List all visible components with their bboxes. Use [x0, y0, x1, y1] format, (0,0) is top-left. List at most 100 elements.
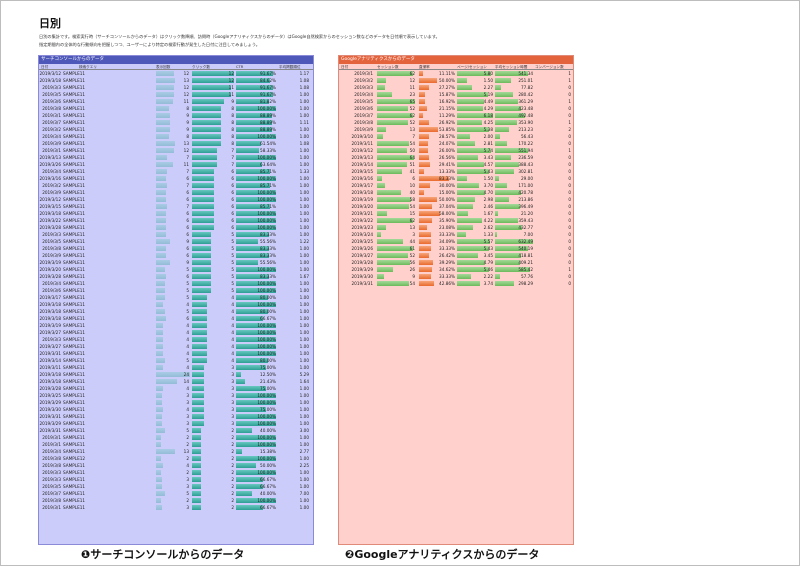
cell-query: SAMPLE11	[63, 302, 86, 307]
analytics-title: Googleアナリティクスからのデータ	[339, 56, 573, 64]
analytics-rows: 2019/3/1 62 11.11% 5.80 541.34 1 2019/3/2 12 50.…	[339, 70, 573, 287]
cell-sessions: 15	[409, 211, 415, 216]
pages-bar	[457, 274, 472, 279]
impressions-bar	[156, 281, 165, 286]
table-row: 2019/3/7 SAMPLE11 5 2 40.00% 7.00	[39, 490, 313, 497]
cell-conversions: 0	[568, 281, 571, 286]
cell-clicks: 2	[231, 456, 234, 461]
bounce-bar	[419, 232, 431, 237]
cell-clicks: 4	[231, 302, 234, 307]
cell-bounce: 53.85%	[439, 127, 455, 132]
cell-duration: 388.43	[518, 162, 533, 167]
cell-avg-position: 1.08	[299, 85, 309, 90]
cell-duration: 361.29	[518, 99, 533, 104]
table-row: 2019/3/5 SAMPLE11 9 5 55.56% 1.22	[39, 238, 313, 245]
bounce-bar	[419, 218, 432, 223]
cell-date: 2019/3/18	[39, 302, 61, 307]
duration-bar	[495, 225, 522, 230]
pages-bar	[457, 260, 486, 265]
table-row: 2019/3/11 SAMPLE11 4 3 75.00% 1.00	[39, 364, 313, 371]
table-row: 2019/3/17 10 30.00% 3.70 171.00 0	[339, 182, 573, 189]
table-row: 2019/3/21 15 58.00% 1.67 21.20 0	[339, 210, 573, 217]
cell-date: 2019/3/15	[39, 204, 61, 209]
cell-query: SAMPLE11	[63, 267, 86, 272]
cell-impressions: 6	[186, 225, 189, 230]
bounce-bar	[419, 204, 433, 209]
table-row: 2019/3/1 SAMPLE11 2 2 100.00% 1.00	[39, 434, 313, 441]
bounce-bar	[419, 225, 428, 230]
cell-impressions: 5	[186, 288, 189, 293]
cell-pages: 2.62	[483, 225, 493, 230]
bounce-bar	[419, 120, 429, 125]
cell-ga-date: 2019/3/17	[351, 183, 373, 188]
cell-clicks: 2	[231, 435, 234, 440]
table-row: 2019/3/20 54 37.04% 2.46 396.49 0	[339, 203, 573, 210]
cell-avg-position: 1.00	[299, 99, 309, 104]
sessions-bar	[377, 246, 413, 251]
cell-sessions: 13	[409, 127, 415, 132]
cell-clicks: 6	[231, 169, 234, 174]
cell-clicks: 5	[231, 281, 234, 286]
cell-date: 2019/3/6	[42, 288, 61, 293]
cell-ctr: 100.00%	[257, 421, 276, 426]
impressions-bar	[156, 260, 170, 265]
clicks-bar	[192, 505, 201, 510]
table-row: 2019/3/16 SAMPLE11 6 6 100.00% 1.00	[39, 175, 313, 182]
duration-bar	[495, 260, 521, 265]
ctr-bar	[236, 225, 276, 230]
cell-bounce: 58.00%	[439, 211, 455, 216]
sessions-bar	[377, 148, 407, 153]
cell-pages: 2.46	[483, 204, 493, 209]
cell-date: 2019/3/9	[42, 141, 61, 146]
cell-bounce: 33.33%	[439, 274, 455, 279]
duration-bar	[495, 183, 507, 188]
ctr-bar	[236, 176, 276, 181]
cell-ctr: 100.00%	[257, 134, 276, 139]
cell-impressions: 9	[186, 127, 189, 132]
cell-duration: 632.49	[518, 239, 533, 244]
cell-sessions: 7	[412, 134, 415, 139]
table-row: 2019/3/1 SAMPLE11 9 8 88.89% 1.00	[39, 112, 313, 119]
ctr-bar	[236, 484, 263, 489]
table-row: 2019/3/31 54 42.86% 3.74 298.29 0	[339, 280, 573, 287]
cell-avg-position: 1.67	[299, 274, 309, 279]
ctr-bar	[236, 435, 276, 440]
cell-bounce: 37.04%	[439, 204, 455, 209]
impressions-bar	[156, 162, 173, 167]
bounce-bar	[419, 246, 431, 251]
cell-query: SAMPLE12	[63, 456, 86, 461]
cell-avg-position: 1.00	[299, 309, 309, 314]
cell-clicks: 12	[228, 78, 234, 83]
cell-impressions: 9	[186, 239, 189, 244]
ctr-bar	[236, 386, 266, 391]
cell-query: SAMPLE11	[63, 225, 86, 230]
cell-sessions: 64	[409, 155, 415, 160]
cell-ctr: 91.67%	[260, 71, 276, 76]
table-row: 2019/3/14 51 29.41% 4.57 388.43 0	[339, 161, 573, 168]
cell-bounce: 11.29%	[439, 113, 455, 118]
ctr-bar	[236, 505, 263, 510]
cell-bounce: 50.00%	[439, 78, 455, 83]
cell-avg-position: 7.00	[299, 491, 309, 496]
cell-date: 2019/3/5	[42, 239, 61, 244]
table-row: 2019/3/29 26 34.62% 5.46 585.42 1	[339, 266, 573, 273]
clicks-bar	[192, 393, 204, 398]
pages-bar	[457, 141, 475, 146]
cell-ga-date: 2019/3/31	[351, 281, 373, 286]
duration-bar	[495, 120, 518, 125]
impressions-bar	[156, 127, 170, 132]
table-row: 2019/3/3 SAMPLE11 12 11 91.67% 1.08	[39, 84, 313, 91]
impressions-bar	[156, 505, 162, 510]
cell-conversions: 0	[568, 260, 571, 265]
cell-impressions: 7	[186, 183, 189, 188]
cell-pages: 2.00	[483, 134, 493, 139]
pages-bar	[457, 211, 469, 216]
bounce-bar	[419, 92, 425, 97]
table-row: 2019/3/18 SAMPLE11 6 4 66.67% 1.00	[39, 315, 313, 322]
sessions-bar	[377, 211, 388, 216]
cell-duration: 540.19	[518, 246, 533, 251]
clicks-bar	[192, 239, 211, 244]
impressions-bar	[156, 435, 161, 440]
cell-sessions: 54	[409, 141, 415, 146]
cell-query: SAMPLE11	[63, 253, 86, 258]
